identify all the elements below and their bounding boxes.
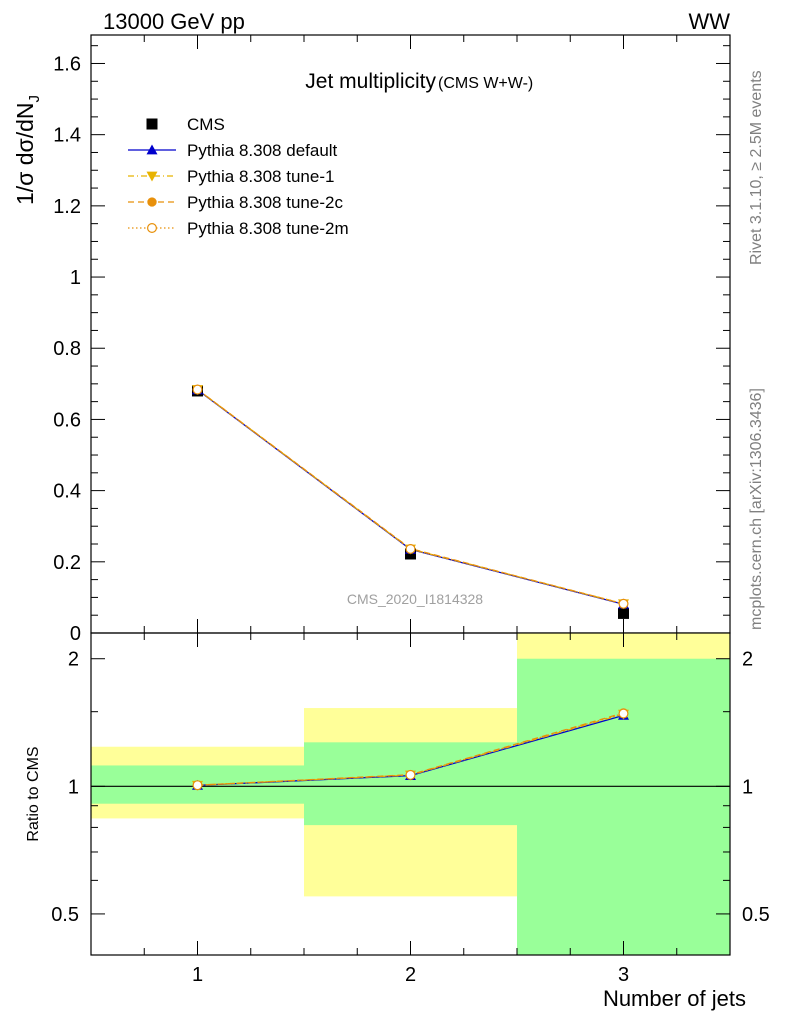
ratio-y-tick-label-right: 2 xyxy=(742,649,753,671)
main-subtitle: (CMS W+W-) xyxy=(438,75,533,92)
ratio-y-tick-label-left: 2 xyxy=(68,649,79,671)
legend-marker-tune1 xyxy=(146,171,158,182)
legend-marker-tune2c xyxy=(147,197,157,207)
side-label-top: Rivet 3.1.10, ≥ 2.5M events xyxy=(748,70,765,265)
main-point-tune2m xyxy=(618,598,629,609)
main-y-tick-label: 1.4 xyxy=(53,125,81,147)
x-axis-label: Number of jets xyxy=(603,986,746,1011)
main-point-tune2m xyxy=(405,543,416,554)
main-y-tick-label: 1.2 xyxy=(53,196,81,218)
header-left: 13000 GeV pp xyxy=(103,9,245,34)
main-y-axis-label: 1/σ dσ/dNJ xyxy=(12,95,43,205)
main-line-tune2m xyxy=(197,388,624,605)
main-line-default xyxy=(197,389,624,605)
main-line-tune1 xyxy=(197,388,624,605)
main-watermark: CMS_2020_I1814328 xyxy=(347,591,483,607)
legend: CMS Pythia 8.308 default Pythia 8.308 tune… xyxy=(128,115,349,238)
legend-label-default: Pythia 8.308 default xyxy=(187,141,338,160)
legend-marker-tune2m xyxy=(147,223,158,234)
main-point-cms xyxy=(618,607,629,619)
main-y-axis-label-text: 1/σ dσ/dN xyxy=(12,102,38,205)
main-y-ticks: 0 0.2 0.4 0.6 0.8 1 1.2 1.4 1.6 xyxy=(53,35,731,645)
ratio-point-tune2m xyxy=(618,708,629,719)
ratio-point-tune2m xyxy=(192,780,203,791)
main-y-tick-label: 0 xyxy=(70,623,81,645)
ratio-point-tune2m xyxy=(405,769,416,780)
main-line-tune2c xyxy=(197,388,624,605)
main-y-tick-label: 0.6 xyxy=(53,409,81,431)
main-y-axis-label-subscript: J xyxy=(26,95,43,103)
main-panel: CMS_2020_I1814328 0 0.2 0.4 0.6 0.8 1 1.2 1.4 1.… xyxy=(12,34,731,645)
main-y-tick-label: 0.2 xyxy=(53,552,81,574)
ratio-series-markers xyxy=(192,708,629,791)
x-tick-label: 3 xyxy=(618,964,629,986)
main-y-tick-label: 1 xyxy=(70,267,81,289)
legend-label-tune2c: Pythia 8.308 tune-2c xyxy=(187,193,343,212)
legend-label-tune2m: Pythia 8.308 tune-2m xyxy=(187,219,349,238)
main-y-tick-label: 1.6 xyxy=(53,53,81,75)
ratio-uncertainty-bands xyxy=(91,633,730,955)
main-point-tune2m xyxy=(192,384,203,395)
ratio-y-tick-label-left: 1 xyxy=(68,776,79,798)
ratio-y-axis-label: Ratio to CMS xyxy=(25,746,42,841)
legend-marker-default xyxy=(146,144,158,155)
main-series-markers xyxy=(192,384,629,619)
ratio-ticks: 0.5 0.5 1 1 2 2 1 2 3 xyxy=(51,633,770,986)
main-y-tick-label: 0.4 xyxy=(53,481,81,503)
main-title: Jet multiplicity xyxy=(305,70,436,93)
ratio-panel: 0.5 0.5 1 1 2 2 1 2 3 Ratio to CMS Number of jet… xyxy=(25,632,770,1011)
ratio-y-tick-label-right: 0.5 xyxy=(742,904,770,926)
x-tick-label: 1 xyxy=(192,964,203,986)
legend-marker-cms xyxy=(146,118,158,130)
side-label-bottom: mcplots.cern.ch [arXiv:1306.3436] xyxy=(748,388,765,630)
ratio-frame xyxy=(90,632,731,956)
main-y-tick-label: 0.8 xyxy=(53,338,81,360)
ratio-y-tick-label-left: 0.5 xyxy=(51,904,79,926)
x-tick-label: 2 xyxy=(405,964,416,986)
legend-label-tune1: Pythia 8.308 tune-1 xyxy=(187,167,334,186)
main-series-lines xyxy=(197,388,624,605)
legend-label-cms: CMS xyxy=(187,115,225,134)
ratio-y-tick-label-right: 1 xyxy=(742,776,753,798)
ratio-band-inner xyxy=(517,658,730,955)
header-right: WW xyxy=(688,9,730,34)
